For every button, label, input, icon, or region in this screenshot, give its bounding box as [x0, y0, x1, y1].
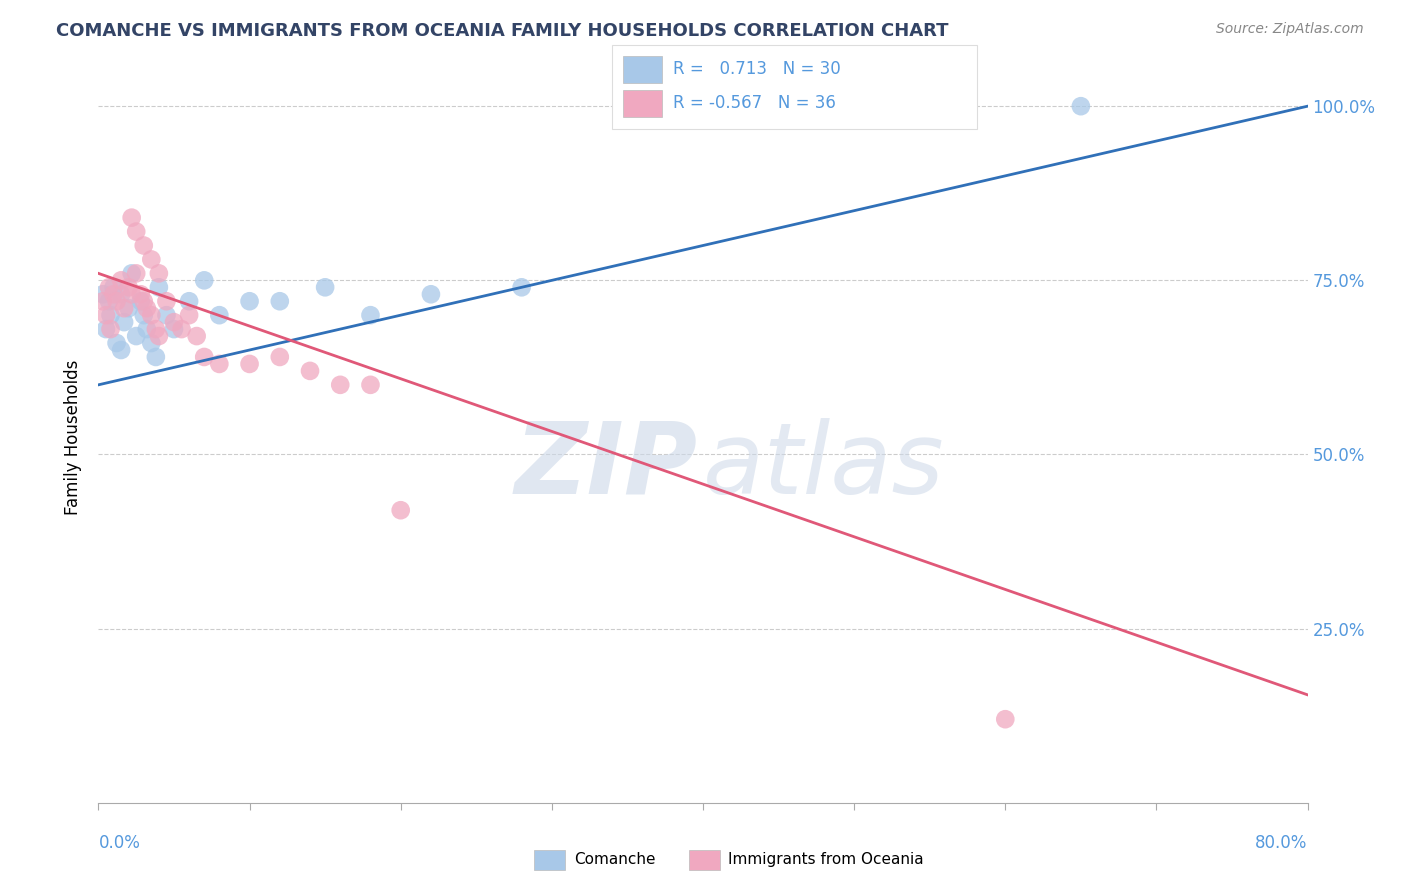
Point: [105, 294, 128, 309]
Text: atlas: atlas: [703, 417, 945, 515]
Point: [239, 294, 262, 309]
Point: [163, 315, 186, 329]
Point: [112, 315, 135, 329]
Point: [360, 308, 382, 322]
Point: [360, 377, 382, 392]
Point: [121, 211, 143, 225]
Point: [155, 308, 177, 322]
Point: [179, 308, 201, 322]
Text: Comanche: Comanche: [574, 853, 655, 867]
Point: [299, 364, 322, 378]
Point: [94, 322, 117, 336]
Point: [145, 322, 167, 336]
Point: [314, 280, 336, 294]
Point: [148, 280, 170, 294]
Point: [129, 294, 152, 309]
Point: [110, 343, 132, 357]
Point: [110, 287, 132, 301]
Point: [208, 357, 231, 371]
Point: [103, 280, 125, 294]
Text: R =   0.713   N = 30: R = 0.713 N = 30: [673, 60, 841, 78]
Point: [125, 225, 148, 239]
Point: [141, 252, 163, 267]
Point: [510, 280, 533, 294]
Point: [135, 301, 157, 316]
Point: [269, 350, 291, 364]
Text: 80.0%: 80.0%: [1256, 834, 1308, 852]
Point: [329, 377, 352, 392]
Point: [155, 294, 177, 309]
Point: [269, 294, 291, 309]
Point: [239, 357, 262, 371]
Point: [208, 308, 231, 322]
Point: [103, 287, 125, 301]
Point: [193, 273, 215, 287]
Point: [141, 308, 163, 322]
Point: [121, 287, 143, 301]
Point: [179, 294, 201, 309]
Point: [91, 287, 114, 301]
Point: [112, 301, 135, 316]
Text: R = -0.567   N = 36: R = -0.567 N = 36: [673, 94, 837, 112]
Point: [420, 287, 443, 301]
Point: [1070, 99, 1092, 113]
Point: [98, 294, 121, 309]
Point: [94, 308, 117, 322]
Point: [105, 336, 128, 351]
Point: [110, 273, 132, 287]
Point: [132, 294, 155, 309]
Text: COMANCHE VS IMMIGRANTS FROM OCEANIA FAMILY HOUSEHOLDS CORRELATION CHART: COMANCHE VS IMMIGRANTS FROM OCEANIA FAMI…: [56, 22, 949, 40]
Point: [91, 294, 114, 309]
Point: [193, 350, 215, 364]
Point: [121, 266, 143, 280]
Point: [132, 308, 155, 322]
Point: [100, 322, 122, 336]
Point: [186, 329, 208, 343]
Point: [148, 329, 170, 343]
Point: [118, 280, 141, 294]
Point: [125, 266, 148, 280]
Point: [389, 503, 412, 517]
Text: Source: ZipAtlas.com: Source: ZipAtlas.com: [1216, 22, 1364, 37]
Point: [98, 280, 121, 294]
Point: [148, 266, 170, 280]
Point: [163, 322, 186, 336]
Point: [170, 322, 193, 336]
Point: [100, 308, 122, 322]
Point: [118, 301, 141, 316]
Y-axis label: Family Households: Family Households: [65, 359, 83, 515]
Point: [994, 712, 1017, 726]
Point: [135, 322, 157, 336]
Text: Immigrants from Oceania: Immigrants from Oceania: [728, 853, 924, 867]
Text: ZIP: ZIP: [515, 417, 697, 515]
Point: [145, 350, 167, 364]
Point: [132, 238, 155, 252]
Point: [125, 329, 148, 343]
Text: 0.0%: 0.0%: [98, 834, 141, 852]
Point: [141, 336, 163, 351]
Point: [129, 287, 152, 301]
